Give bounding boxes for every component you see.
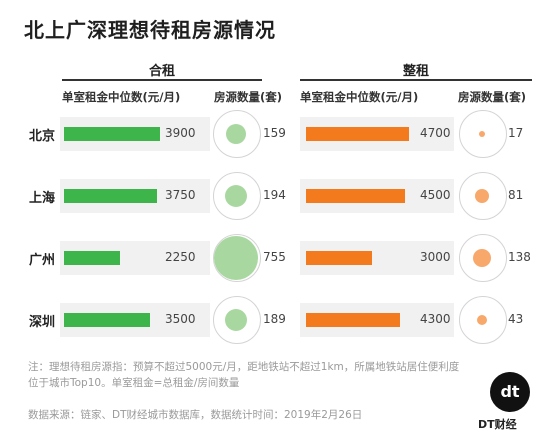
row-label-0: 北京 [29, 129, 56, 144]
shared-count-value: 194 [263, 188, 286, 202]
shared-rent-value: 3750 [165, 188, 196, 202]
whole-count-value: 43 [508, 312, 524, 326]
whole-rent-value: 3000 [420, 250, 451, 264]
shared-rent-header: 单室租金中位数(元/月) [62, 90, 181, 104]
whole-count-value: 138 [508, 250, 531, 264]
shared-count-value: 159 [263, 126, 286, 140]
whole-rent-header: 单室租金中位数(元/月) [300, 90, 419, 104]
whole-count-value: 17 [508, 126, 524, 140]
whole-rent-value: 4700 [420, 126, 451, 140]
whole-count-value: 81 [508, 188, 524, 202]
whole-rent-value: 4300 [420, 312, 451, 326]
row-label-3: 深圳 [29, 315, 56, 330]
whole-section-title: 整租 [402, 64, 429, 79]
whole-rent-bar [306, 251, 372, 265]
row-label-2: 广州 [29, 253, 56, 268]
shared-rent-value: 3500 [165, 312, 196, 326]
shared-rent-bar [64, 251, 120, 265]
shared-rent-bar [64, 313, 151, 327]
shared-count-value: 755 [263, 250, 286, 264]
whole-count-header: 房源数量(套) [458, 90, 527, 104]
shared-rent-bar [64, 189, 157, 203]
data-source: 数据来源：链家、DT财经城市数据库，数据统计时间：2019年2月26日 [28, 409, 363, 421]
shared-count-dot [225, 123, 247, 145]
page-title: 北上广深理想待租房源情况 [24, 18, 276, 42]
dt-logo-icon: dt [490, 372, 530, 412]
shared-count-dot [214, 236, 258, 280]
whole-count-dot [476, 314, 488, 326]
shared-rent-value: 3900 [165, 126, 196, 140]
shared-rent-value: 2250 [165, 250, 196, 264]
shared-count-dot [224, 184, 248, 208]
footnote: 注：理想待租房源指：预算不超过5000元/月，距地铁站不超过1km，所属地铁站居… [28, 361, 460, 389]
whole-count-dot [474, 188, 490, 204]
whole-rent-bar [306, 127, 409, 141]
whole-section-divider [300, 79, 532, 81]
whole-count-dot [472, 248, 492, 268]
shared-count-header: 房源数量(套) [214, 90, 283, 104]
brand-name: DT财经 [478, 418, 517, 431]
shared-count-dot [224, 308, 247, 331]
shared-section-title: 合租 [148, 64, 175, 79]
whole-rent-bar [306, 189, 405, 203]
whole-count-dot [478, 130, 486, 138]
shared-section-divider [62, 79, 262, 81]
shared-rent-bar [64, 127, 161, 141]
shared-count-value: 189 [263, 312, 286, 326]
row-label-1: 上海 [29, 191, 56, 206]
whole-rent-value: 4500 [420, 188, 451, 202]
whole-rent-bar [306, 313, 401, 327]
